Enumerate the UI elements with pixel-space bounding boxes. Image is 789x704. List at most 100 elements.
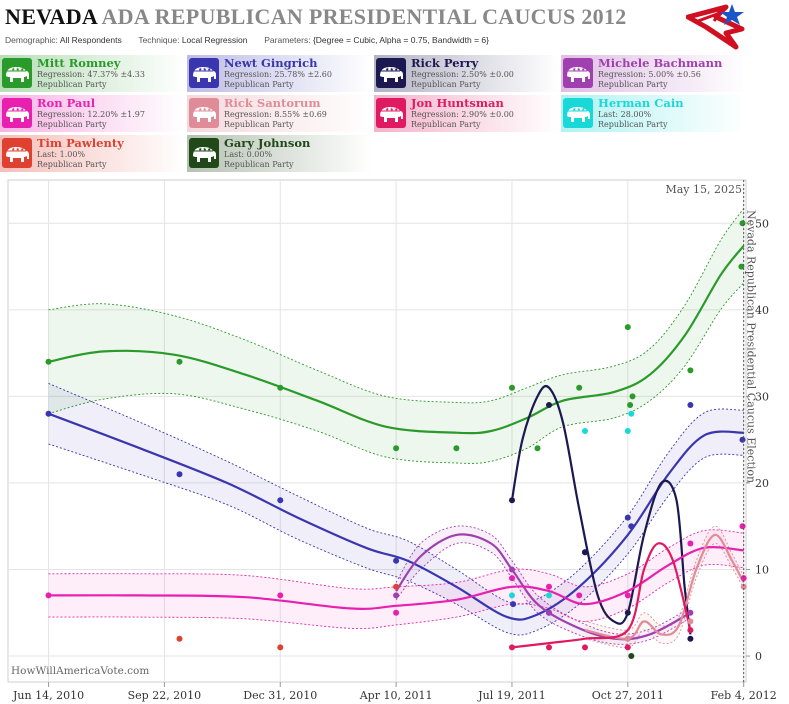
poll-point-cain [628,410,635,417]
flag-star-logo-icon [686,4,745,50]
legend-item-huntsman: ★★★ Jon Huntsman Regression: 2.90% ±0.00 Re… [374,95,559,132]
legend-item-cain: ★★★ Herman Cain Last: 28.00% Republican Par… [561,95,746,132]
confidence-band-bachmann [396,525,691,645]
candidate-stat: Regression: 8.55% ±0.69 [224,110,327,119]
x-tick-label: Oct 27, 2011 [592,689,664,702]
legend-item-romney: ★★★ Mitt Romney Regression: 47.37% ±4.33 Re… [0,55,185,92]
legend-item-gingrich: ★★★ Newt Gingrich Regression: 25.78% ±2.60… [187,55,372,92]
poll-point-johnson [628,653,635,659]
elephant-icon: ★★★ [189,98,219,128]
legend-item-pawlenty: ★★★ Tim Pawlenty Last: 1.00% Republican Par… [0,135,185,172]
y-tick-label: 40 [755,304,769,317]
poll-point-perry [624,609,631,616]
candidate-party: Republican Party [37,80,107,89]
svg-text:★★★: ★★★ [385,107,399,113]
poll-point-romney [393,445,400,452]
poll-point-pawlenty [277,644,284,651]
poll-point-huntsman [546,644,552,651]
candidate-name: Mitt Romney [37,56,121,70]
x-tick-label: Dec 31, 2010 [243,689,317,702]
legend-item-johnson: ★★★ Gary Johnson Last: 0.00% Republican Par… [187,135,372,172]
svg-text:★★★: ★★★ [572,107,586,113]
poll-point-romney [739,220,746,227]
poll-point-romney [576,384,583,391]
candidate-stat: Last: 0.00% [224,150,273,159]
regression-line-perry [510,384,692,635]
poll-point-gingrich [628,523,635,530]
poll-point-gingrich [510,601,517,608]
poll-point-romney [45,358,52,365]
elephant-icon: ★★★ [376,58,406,88]
candidate-name: Rick Santorum [224,96,321,110]
poll-point-cain [582,428,588,434]
candidate-stat: Last: 28.00% [598,110,652,119]
svg-text:★★★: ★★★ [11,147,25,153]
y-tick-label: 30 [755,390,769,403]
poll-point-romney [453,445,460,452]
legend-item-perry: ★★★ Rick Perry Regression: 2.50% ±0.00 Repu… [374,55,559,92]
poll-point-huntsman [687,627,694,634]
svg-text:★★★: ★★★ [198,147,212,153]
poll-point-gingrich [277,497,284,504]
poll-point-romney [738,263,745,270]
regression-line-huntsman [511,542,692,649]
svg-text:★★★: ★★★ [11,107,25,113]
poll-point-gingrich [687,402,694,408]
band-lower-gingrich [48,443,744,636]
y-tick-label: 10 [755,563,769,576]
band-upper-romney [48,208,745,404]
elephant-icon: ★★★ [189,58,219,88]
chart-axes: Jun 14, 2010 Sep 22, 2010 Dec 31, 2010 Apr … [12,180,777,702]
confidence-band-santorum [585,526,744,648]
y-tick-label: 0 [755,650,762,663]
candidate-party: Republican Party [224,80,294,89]
candidate-party: Republican Party [411,120,481,129]
poll-point-gingrich [624,514,631,521]
plot-frame [7,179,747,683]
poll-point-perry [546,402,552,408]
parameters-label: Parameters: [264,35,311,45]
x-tick-label: Feb 4, 2012 [711,689,777,702]
poll-point-santorum [740,583,747,590]
technique-value: Local Regression [181,35,248,45]
election-label: Nevada Republican Presidential Caucus El… [745,210,758,483]
elephant-icon: ★★★ [2,58,32,88]
x-tick-label: Apr 10, 2011 [359,689,433,702]
candidate-party: Republican Party [37,160,107,169]
band-lower-romney [48,282,745,464]
poll-point-paul [277,592,284,599]
band-lower-paul [48,564,744,629]
poll-point-romney [509,384,515,391]
poll-point-huntsman [509,644,515,651]
candidate-party: Republican Party [37,120,107,129]
x-tick-label: Jul 19, 2011 [477,689,546,702]
poll-point-perry [687,635,694,642]
poll-point-cain [509,592,515,599]
poll-point-bachmann [687,609,694,616]
poll-point-huntsman [582,644,588,651]
demographic-label: Demographic: [5,35,58,45]
poll-point-huntsman [624,644,631,651]
svg-text:★★★: ★★★ [385,67,399,73]
poll-point-paul [546,583,552,590]
poll-point-romney [629,393,636,400]
svg-text:★★★: ★★★ [198,67,212,73]
poll-point-romney [534,445,541,452]
legend-item-paul: ★★★ Ron Paul Regression: 12.20% ±1.97 Repub… [0,95,185,132]
title-rest: ADA REPUBLICAN PRESIDENTIAL CAUCUS 2012 [101,4,627,29]
poll-point-paul [687,540,694,547]
candidate-stat: Regression: 47.37% ±4.33 [37,70,145,79]
regression-line-romney [48,245,745,435]
band-upper-gingrich [48,382,744,605]
candidate-name: Newt Gingrich [224,56,318,70]
demographic-value: All Respondents [59,35,122,45]
band-upper-santorum [584,525,745,631]
poll-point-bachmann [393,592,400,599]
x-tick-label: Jun 14, 2010 [12,689,84,702]
candidate-stat: Last: 1.00% [37,150,86,159]
poll-point-romney [687,367,694,374]
poll-point-paul [740,575,747,582]
poll-point-paul [45,592,52,599]
poll-point-paul [509,575,515,582]
header: NEVADA ADA REPUBLICAN PRESIDENTIAL CAUCU… [0,0,789,50]
